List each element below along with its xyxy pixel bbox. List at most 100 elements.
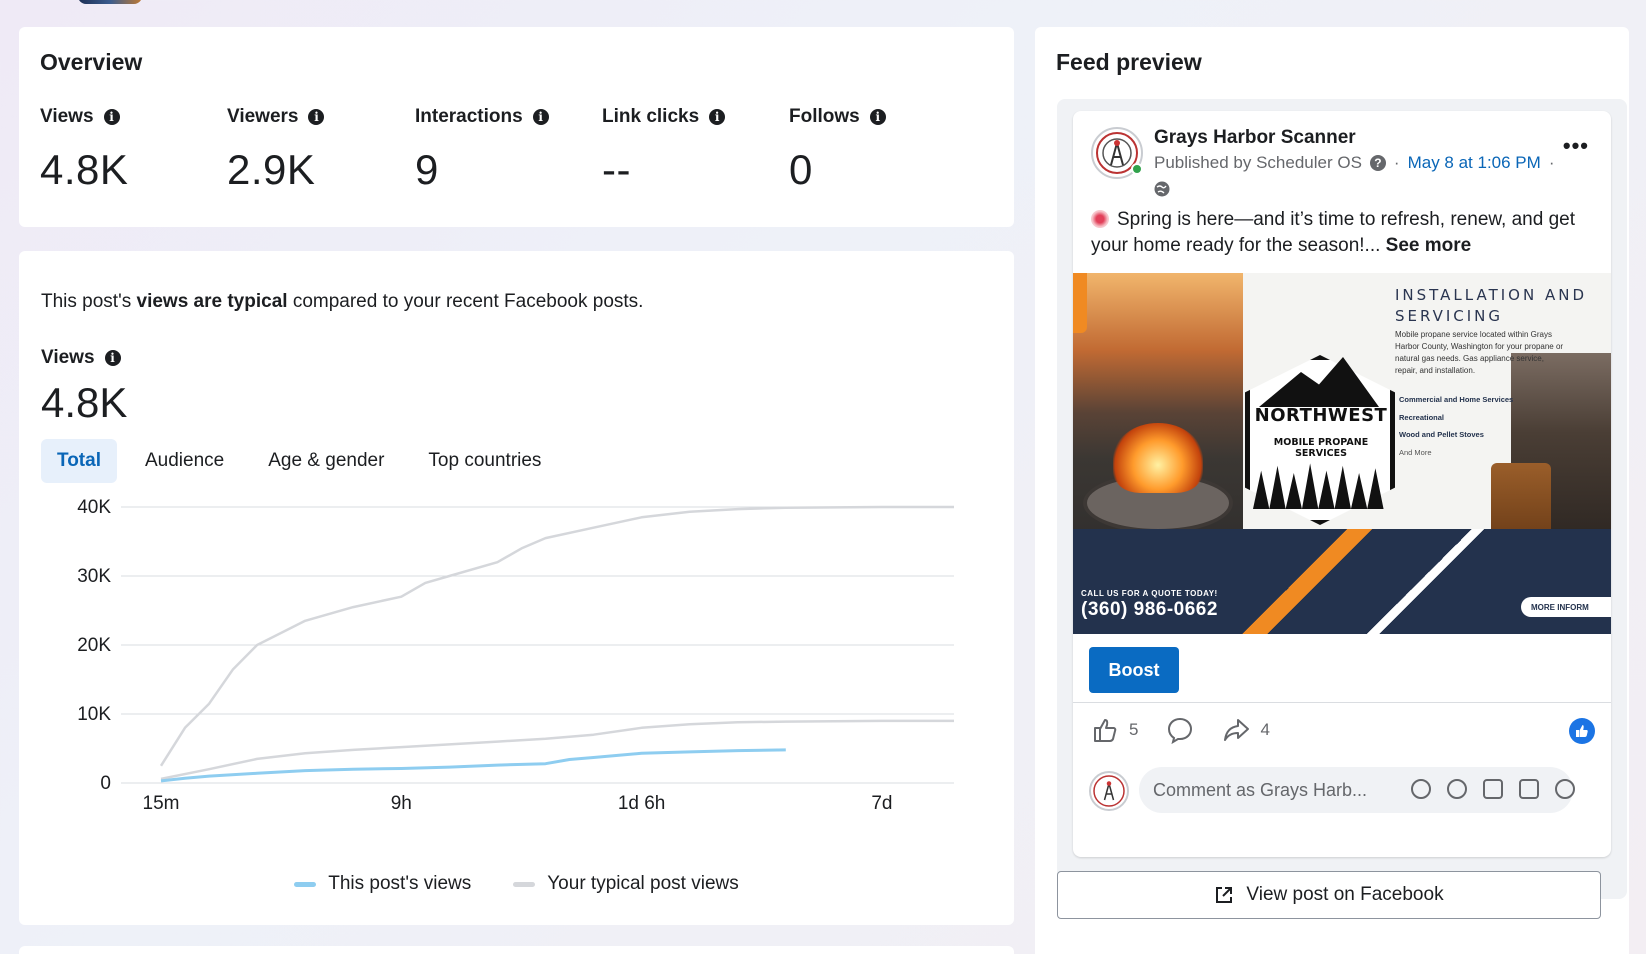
metric-label: Views [40, 106, 94, 127]
top-logo [78, 0, 142, 4]
comment-input[interactable]: Comment as Grays Harb... [1139, 767, 1573, 813]
legend-item-this-post[interactable]: This post's views [294, 873, 471, 895]
x-tick-label: 15m [143, 793, 180, 814]
service-item: Recreational [1399, 413, 1445, 422]
metric-label: Follows [789, 106, 860, 127]
image-heading: INSTALLATION AND SERVICING [1395, 286, 1587, 325]
y-tick-label: 30K [77, 566, 111, 587]
metric-interactions: Interactions i 9 [415, 104, 549, 194]
metric-value: 2.9K [227, 146, 316, 193]
divider [1073, 702, 1611, 703]
image-description: Mobile propane service located within Gr… [1395, 330, 1564, 375]
series-line-typical[interactable] [160, 719, 954, 781]
more-options-icon[interactable]: ••• [1562, 133, 1589, 158]
top-strip [0, 0, 1646, 24]
view-post-label: View post on Facebook [1246, 884, 1444, 905]
feed-preview-card: Feed preview Grays Harbor Scanner Publis… [1035, 27, 1629, 954]
phone-number: (360) 986-0662 [1081, 599, 1218, 620]
feed-title: Feed preview [1056, 49, 1202, 75]
tab-total[interactable]: Total [41, 439, 117, 483]
tab-top-countries[interactable]: Top countries [428, 450, 542, 471]
performance-card: This post's views are typical compared t… [19, 251, 1014, 925]
metric-value: 4.8K [40, 146, 129, 193]
metric-value: -- [602, 146, 631, 193]
comment-icon [1168, 717, 1193, 744]
see-more-link[interactable]: See more [1385, 235, 1472, 256]
views-label: Views i [41, 347, 121, 369]
camera-icon[interactable] [1483, 779, 1503, 799]
radio-tower-icon [1096, 132, 1138, 174]
info-icon[interactable]: i [532, 109, 549, 125]
legend-swatch [513, 881, 536, 887]
more-info-pill: MORE INFORM [1521, 597, 1611, 617]
info-icon[interactable]: i [104, 350, 121, 366]
boost-button[interactable]: Boost [1089, 647, 1179, 693]
metric-viewers: Viewers i 2.9K [227, 104, 325, 194]
metric-views: Views i 4.8K [40, 104, 128, 194]
metric-link-clicks: Link clicks i -- [602, 104, 726, 194]
call-text: CALL US FOR A QUOTE TODAY! [1081, 589, 1218, 598]
post-meta: Published by Scheduler OS ? · May 8 at 1… [1154, 153, 1554, 173]
info-icon[interactable]: i [103, 109, 120, 125]
brand-sub: MOBILE PROPANE SERVICES [1273, 437, 1369, 459]
fire-flame [1113, 423, 1203, 493]
views-value: 4.8K [41, 379, 128, 426]
metric-value: 9 [415, 146, 439, 193]
globe-icon [1154, 181, 1170, 197]
thumbs-up-solid-icon [1576, 725, 1588, 737]
help-icon[interactable]: ? [1369, 155, 1386, 171]
chart-legend: This post's views Your typical post view… [19, 873, 1014, 895]
online-indicator [1131, 163, 1143, 175]
metric-label: Interactions [415, 106, 523, 127]
y-tick-label: 40K [77, 497, 111, 518]
post-body: Spring is here—and it’s time to refresh,… [1091, 209, 1576, 256]
like-reaction-icon[interactable] [1569, 718, 1595, 744]
x-tick-label: 9h [391, 793, 412, 814]
external-link-icon [1216, 887, 1233, 903]
post-actions: 5 4 [1091, 715, 1591, 745]
service-item: And More [1399, 448, 1432, 457]
info-icon[interactable]: i [869, 109, 886, 125]
sentence-post: compared to your recent Facebook posts. [287, 291, 644, 312]
post-image[interactable]: NORTHWEST MOBILE PROPANE SERVICES INSTAL… [1073, 273, 1611, 634]
post: Grays Harbor Scanner Published by Schedu… [1073, 111, 1611, 857]
metric-follows: Follows i 0 [789, 104, 886, 194]
legend-item-typical[interactable]: Your typical post views [513, 873, 739, 895]
sticker-icon[interactable] [1555, 779, 1575, 799]
x-tick-label: 1d 6h [618, 793, 666, 814]
commenter-avatar[interactable] [1089, 771, 1129, 811]
share-icon [1224, 719, 1250, 741]
metric-label: Viewers [227, 106, 299, 127]
share-action[interactable]: 4 [1222, 716, 1270, 744]
chart-tabs: Total Audience Age & gender Top countrie… [41, 439, 569, 483]
brand-name: NORTHWEST [1254, 405, 1388, 426]
flower-emoji-icon [1091, 210, 1109, 228]
post-text: Spring is here—and it’s time to refresh,… [1091, 207, 1591, 259]
post-date[interactable]: May 8 at 1:06 PM [1407, 153, 1541, 172]
comment-placeholder: Comment as Grays Harb... [1153, 779, 1368, 800]
view-post-button[interactable]: View post on Facebook [1057, 871, 1601, 919]
tab-audience[interactable]: Audience [144, 450, 225, 471]
sentence-bold: views are typical [136, 291, 288, 312]
gif-icon[interactable] [1519, 779, 1539, 799]
tab-age-gender[interactable]: Age & gender [268, 450, 385, 471]
published-by: Published by Scheduler OS [1154, 153, 1362, 172]
metric-label: Link clicks [602, 106, 700, 127]
series-line-this-post[interactable] [160, 748, 786, 783]
comment-action[interactable] [1166, 716, 1194, 744]
page-name[interactable]: Grays Harbor Scanner [1154, 127, 1356, 148]
info-icon[interactable]: i [308, 109, 325, 125]
radio-tower-icon [1093, 775, 1125, 807]
like-action[interactable]: 5 [1091, 716, 1138, 744]
share-count: 4 [1260, 720, 1270, 739]
overview-card: Overview Views i 4.8K Viewers i 2.9K Inter… [19, 27, 1014, 227]
page-avatar[interactable] [1091, 127, 1143, 179]
info-icon[interactable]: i [709, 109, 726, 125]
avatar-sticker-icon[interactable] [1411, 779, 1431, 799]
like-count: 5 [1129, 720, 1139, 739]
next-card-edge [19, 946, 1014, 954]
views-label-text: Views [41, 347, 95, 368]
series-line-typical[interactable] [159, 505, 954, 767]
metric-value: 0 [789, 146, 813, 193]
emoji-icon[interactable] [1447, 779, 1467, 799]
